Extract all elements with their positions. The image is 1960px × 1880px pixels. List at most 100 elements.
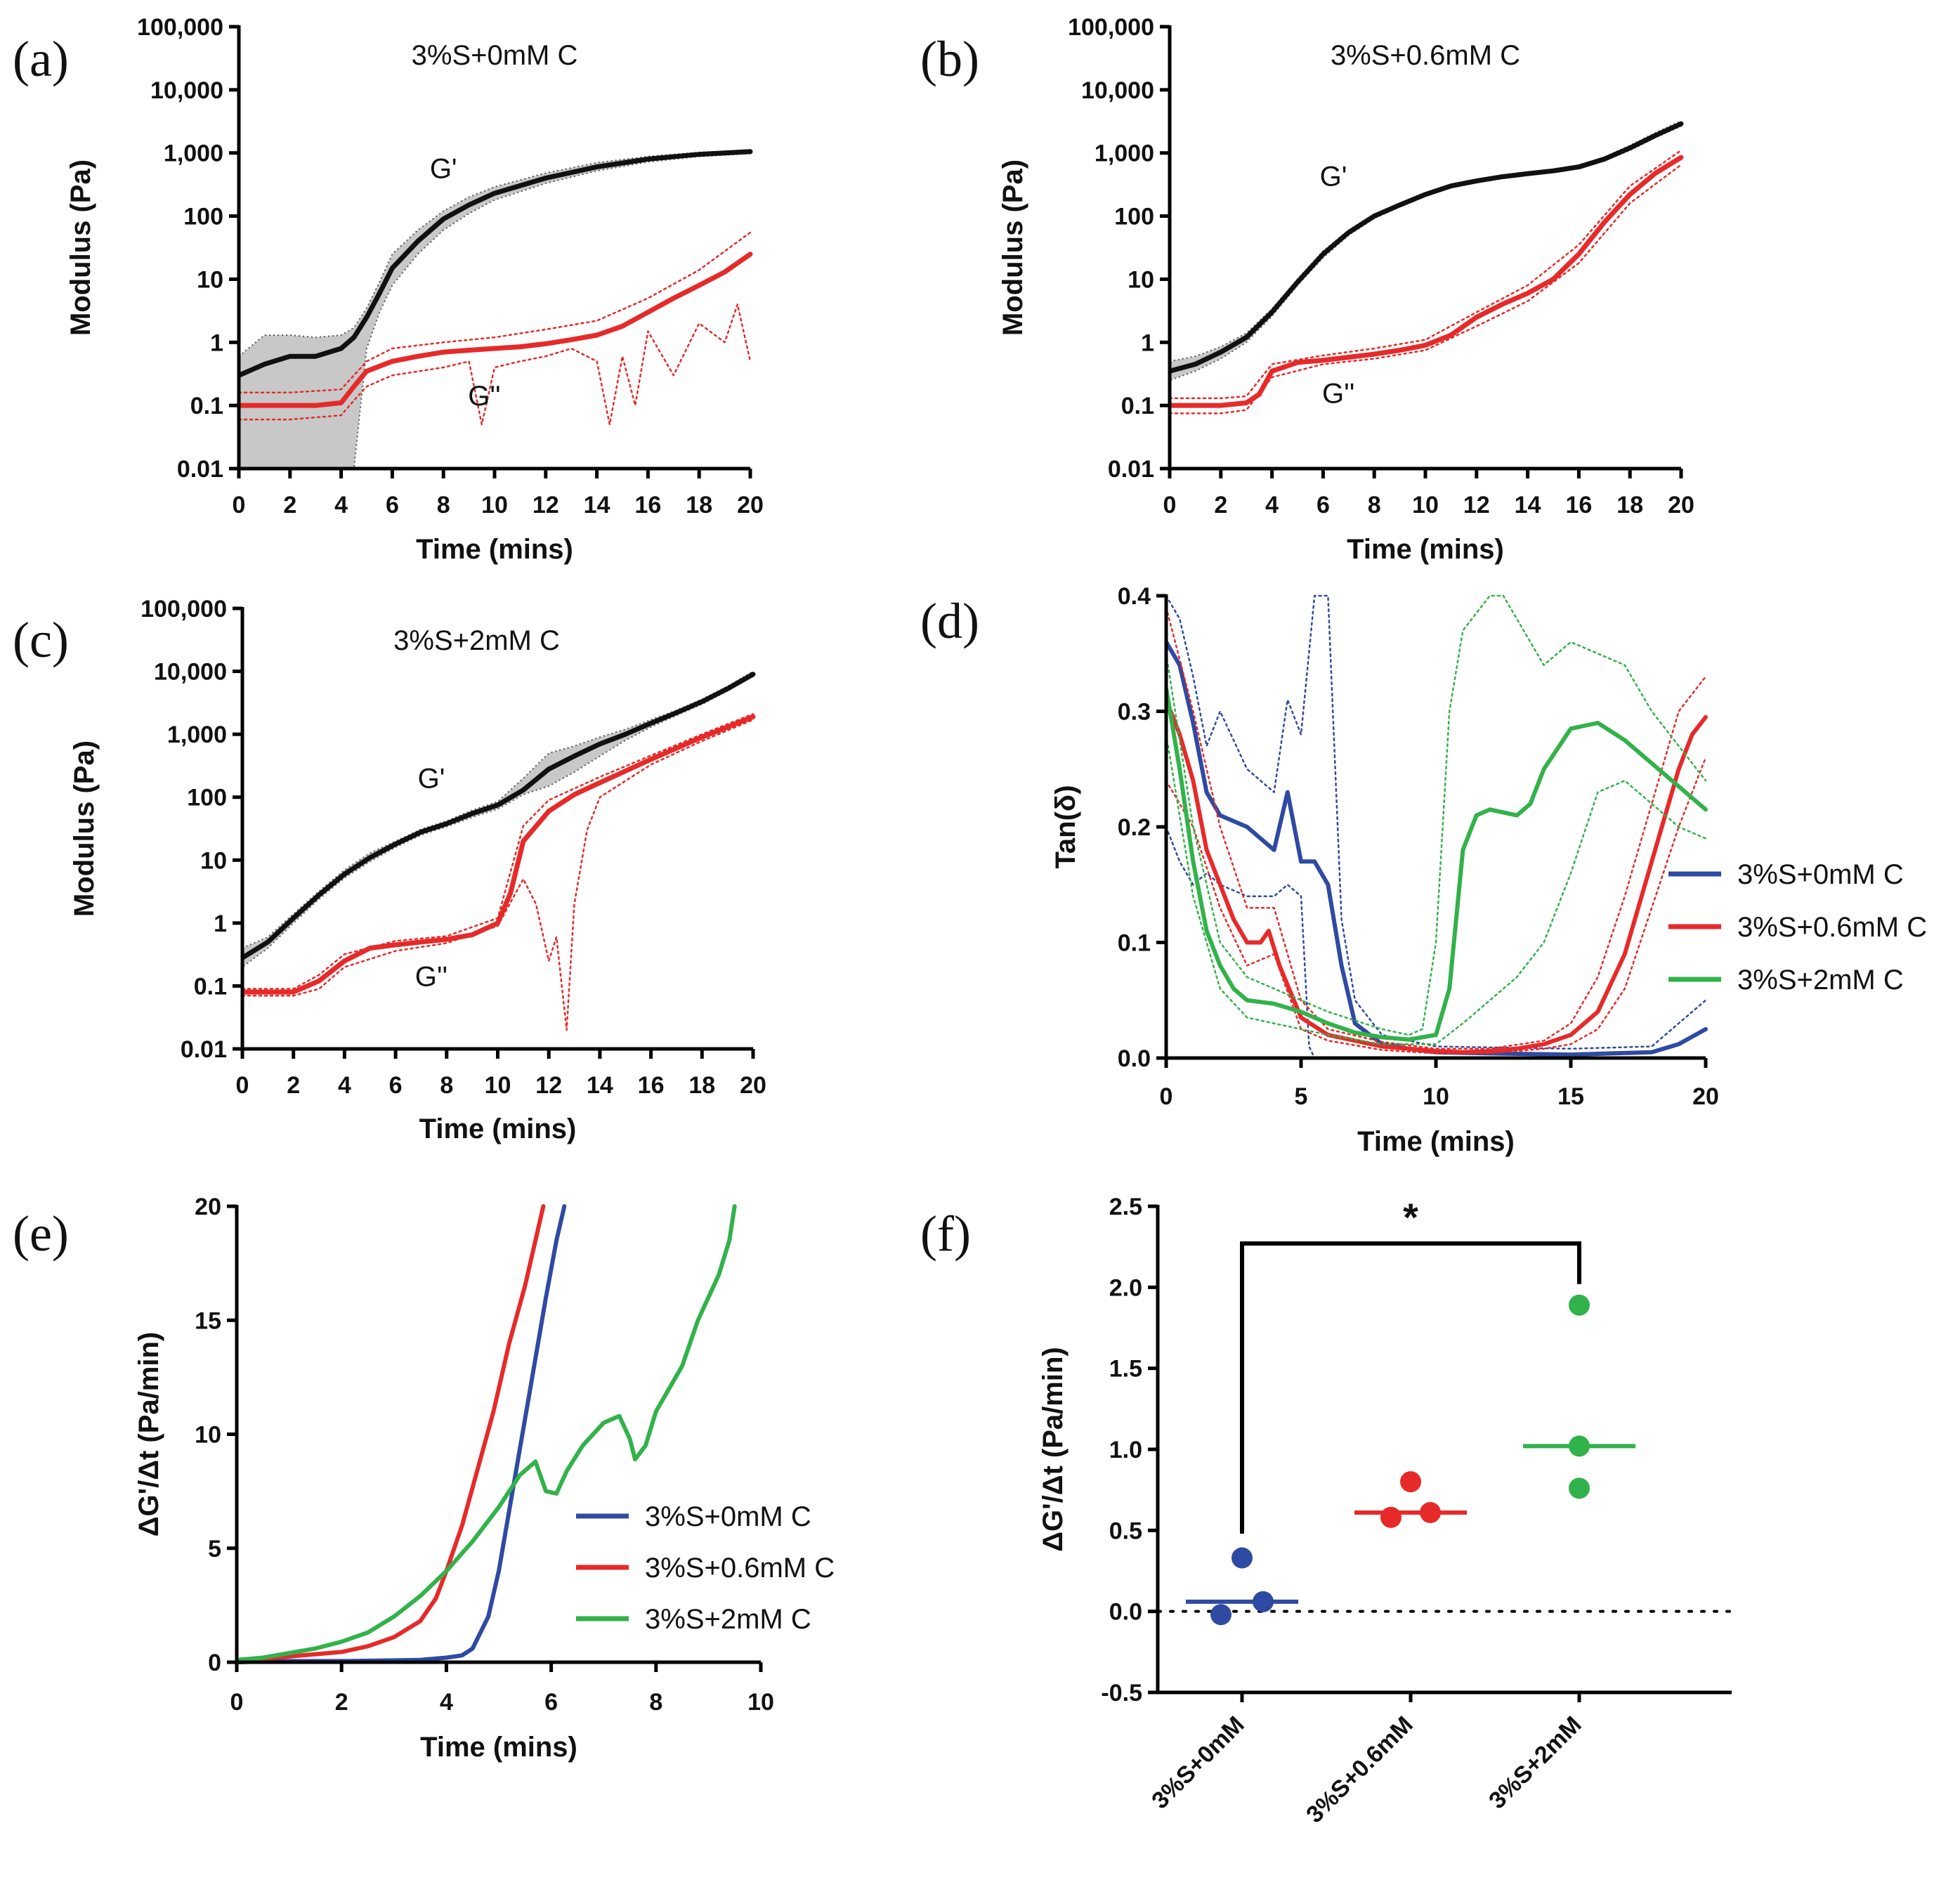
y-axis-label-f: ΔG'/Δt (Pa/min) — [1038, 1347, 1069, 1551]
series-line-a-1 — [239, 149, 753, 378]
annotation-a-0: G' — [430, 153, 457, 184]
legend-label-d-0: 3%S+0mM C — [1737, 859, 1904, 890]
panel-label-a: (a) — [13, 31, 69, 87]
x-axis-label-a: Time (mins) — [416, 534, 573, 565]
y-tick-label-c: 1 — [214, 910, 227, 937]
x-tick-label-a: 14 — [584, 492, 610, 518]
x-tick-label-a: 16 — [634, 492, 661, 518]
panel-d: (d) 0.0 0.1 0.2 0.3 0.4 0 5 10 15 20 Time (mins) Tan… — [920, 583, 1927, 1157]
panel-label-e: (e) — [13, 1206, 69, 1262]
panel-c: (c) 3%S+2mM C0.010.11101001,00010,000100,… — [13, 596, 766, 1144]
series-line-b-7 — [1170, 155, 1684, 408]
annotation-a-1: G'' — [468, 381, 500, 412]
panel-f: (f) -0.5 0.0 0.5 1.0 1.5 2.0 2.5 ΔG'/Δt (Pa/min)… — [920, 1194, 1733, 1829]
y-tick-label-b: 0.1 — [1121, 393, 1154, 419]
axes-a — [237, 25, 750, 471]
series-line-d-18 — [1166, 698, 1708, 1055]
axes-b — [1168, 25, 1681, 471]
x-tick-label-d: 0 — [1160, 1083, 1173, 1110]
series-line-e-26 — [237, 1204, 737, 1662]
data-point-0-0 — [1231, 1547, 1253, 1569]
y-axis-label-e: ΔG'/Δt (Pa/min) — [133, 1332, 164, 1536]
x-tick-label-b: 20 — [1668, 492, 1694, 518]
x-tick-label-c: 20 — [740, 1072, 766, 1099]
legend-label-e-1: 3%S+0.6mM C — [645, 1553, 835, 1584]
x-tick-label-b: 8 — [1368, 492, 1381, 518]
y-tick-label-c: 10 — [200, 847, 227, 874]
panel-title-b: 3%S+0.6mM C — [1331, 40, 1520, 71]
data-point-2-0 — [1569, 1294, 1590, 1316]
data-point-1-2 — [1420, 1501, 1441, 1523]
series-line-c-12 — [242, 714, 756, 995]
y-axis-label-c: Modulus (Pa) — [69, 740, 100, 917]
y-tick-label-f: -0.5 — [1101, 1680, 1142, 1706]
y-tick-label-f: 1.0 — [1109, 1437, 1142, 1463]
y-tick-label-f: 1.5 — [1109, 1356, 1142, 1383]
x-tick-label-a: 12 — [533, 492, 559, 518]
annotation-b-0: G' — [1320, 162, 1347, 192]
annotation-c-1: G'' — [415, 961, 447, 992]
y-axis-label-b: Modulus (Pa) — [998, 159, 1028, 336]
x-tick-label-c: 6 — [389, 1072, 403, 1099]
series-line-d-23 — [1166, 733, 1707, 1045]
series-line-b-9 — [1170, 164, 1683, 414]
legend-label-d-2: 3%S+2mM C — [1737, 965, 1904, 996]
x-tick-label-c: 14 — [587, 1072, 613, 1099]
y-tick-label-b: 0.01 — [1108, 456, 1154, 483]
series-line-e-24 — [237, 1204, 567, 1664]
y-tick-label-a: 10 — [197, 266, 223, 293]
series-line-d-16 — [1166, 594, 1707, 1050]
series-line-e-25 — [237, 1204, 546, 1662]
panel-a: (a) 3%S+0mM C0.010.11101001,00010,000100,… — [13, 14, 764, 565]
x-tick-label-c: 0 — [236, 1072, 249, 1099]
data-point-2-2 — [1569, 1477, 1590, 1499]
y-tick-label-d: 0.4 — [1118, 583, 1151, 610]
panel-label-b: (b) — [920, 31, 979, 87]
y-tick-label-a: 0.1 — [190, 393, 223, 419]
series-line-a-4 — [239, 303, 752, 426]
x-tick-label-d: 15 — [1557, 1083, 1584, 1110]
data-point-1-0 — [1400, 1471, 1421, 1493]
x-tick-label-e: 10 — [747, 1689, 774, 1716]
y-tick-label-c: 0.1 — [194, 973, 227, 1000]
y-tick-label-d: 0.0 — [1118, 1045, 1151, 1072]
x-tick-label-c: 4 — [338, 1072, 351, 1099]
y-tick-label-e: 0 — [208, 1650, 221, 1676]
plot-area-f — [1158, 1294, 1733, 1626]
panel-b: (b) 3%S+0.6mM C0.010.11101001,00010,00010… — [920, 14, 1694, 565]
x-tick-label-a: 0 — [233, 492, 246, 518]
y-tick-label-c: 1,000 — [167, 722, 227, 748]
axes-d — [1164, 594, 1706, 1060]
category-label-0: 3%S+0mM — [1146, 1711, 1249, 1814]
x-tick-label-c: 2 — [287, 1072, 300, 1099]
series-line-b-8 — [1170, 149, 1683, 400]
panel-label-c: (c) — [13, 612, 69, 668]
significance-star: * — [1403, 1195, 1418, 1239]
x-tick-label-b: 4 — [1265, 492, 1279, 518]
data-point-1-1 — [1380, 1506, 1402, 1528]
y-tick-label-f: 2.0 — [1109, 1274, 1142, 1301]
x-tick-label-c: 12 — [535, 1072, 562, 1099]
x-tick-label-a: 10 — [481, 492, 508, 518]
y-tick-label-a: 1,000 — [164, 141, 223, 167]
y-tick-label-a: 1 — [210, 329, 223, 356]
x-tick-label-a: 6 — [386, 492, 399, 518]
y-tick-label-d: 0.1 — [1118, 930, 1151, 957]
category-label-2: 3%S+2mM — [1484, 1711, 1586, 1814]
axes-f — [1156, 1205, 1732, 1695]
x-tick-label-b: 10 — [1412, 492, 1439, 518]
series-line-a-3 — [239, 231, 752, 394]
panel-title-a: 3%S+0mM C — [412, 40, 578, 71]
y-tick-label-a: 0.01 — [177, 456, 223, 483]
x-tick-label-e: 0 — [230, 1689, 244, 1716]
x-axis-label-d: Time (mins) — [1357, 1126, 1515, 1157]
category-label-1: 3%S+0.6mM — [1301, 1711, 1418, 1829]
data-point-0-1 — [1253, 1591, 1274, 1612]
y-tick-label-e: 10 — [195, 1422, 221, 1449]
x-tick-label-d: 5 — [1295, 1083, 1308, 1110]
plot-area-c — [242, 670, 756, 1031]
series-line-d-21 — [1166, 686, 1708, 1042]
axes-e — [235, 1205, 761, 1664]
y-tick-label-f: 2.5 — [1109, 1194, 1142, 1220]
